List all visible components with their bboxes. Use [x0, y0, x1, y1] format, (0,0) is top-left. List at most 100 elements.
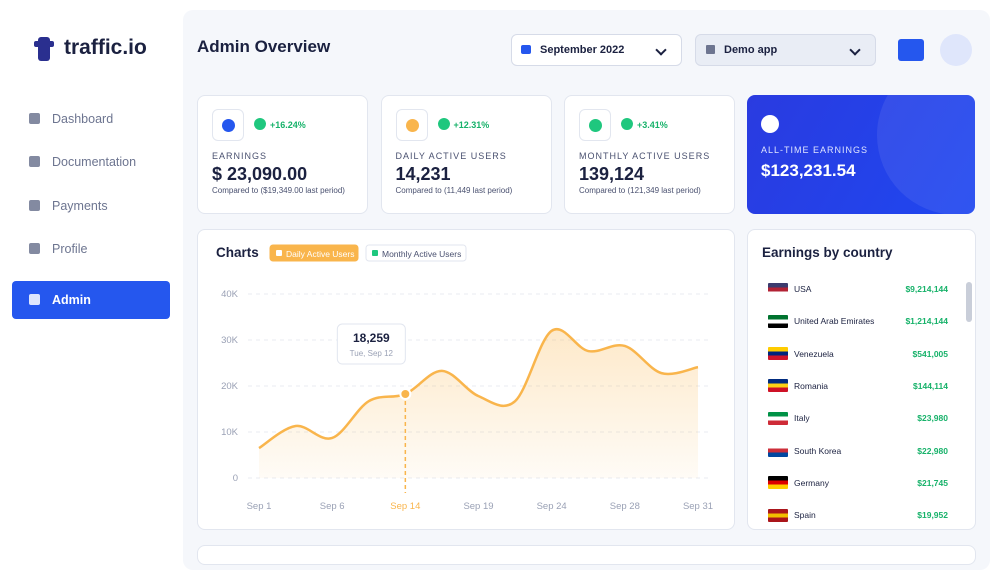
nav-item[interactable]: Documentation [12, 143, 170, 181]
y-tick-label: 40K [221, 289, 239, 300]
stat-change: +16.24% [254, 118, 306, 130]
y-tick-label: 20K [221, 381, 239, 392]
stat-card: +3.41% MONTHLY ACTIVE USERS 139,124 Compare… [564, 95, 735, 214]
area [259, 329, 698, 478]
stat-icon [395, 109, 428, 141]
nav-icon [29, 113, 40, 124]
country-name: Germany [794, 477, 829, 488]
country-row: Germany $21,745 [768, 475, 948, 491]
stat-label: DAILY ACTIVE USERS [395, 151, 507, 161]
x-tick-label: Sep 24 [537, 501, 567, 512]
flag [768, 347, 788, 361]
stat-change: +3.41% [621, 118, 668, 130]
country-name: United Arab Emirates [794, 316, 875, 327]
country-name: South Korea [794, 445, 842, 456]
country-row: South Korea $22,980 [768, 443, 948, 459]
nav-item[interactable]: Admin [12, 281, 170, 319]
stat-value: 14,231 [395, 164, 451, 184]
brand: traffic.io [64, 36, 147, 59]
country-name: Venezuela [794, 348, 834, 359]
alltime-label: ALL-TIME EARNINGS [761, 145, 869, 155]
date-select[interactable]: September 2022 [511, 34, 682, 66]
country-row: United Arab Emirates $1,214,144 [768, 313, 948, 329]
flag [768, 314, 788, 328]
flag [768, 444, 788, 457]
stat-compare: Compared to (121,349 last period) [579, 186, 701, 195]
chart: Charts Daily Active Users Monthly Active U… [216, 244, 713, 512]
country-amount: $144,114 [913, 380, 948, 391]
page: traffic.io Dashboard Documentation Payment… [0, 0, 1000, 550]
country-row: Italy $23,980 [768, 410, 948, 426]
alltime-card: ALL-TIME EARNINGS $123,231.54 [747, 95, 975, 214]
country-name: Romania [794, 380, 829, 391]
logout-button[interactable] [898, 39, 924, 61]
legend-swatch [276, 250, 282, 256]
legend-label: Daily Active Users [286, 249, 355, 259]
country-amount: $19,952 [917, 510, 948, 521]
legend-swatch [372, 250, 378, 256]
nav-item[interactable]: Profile [12, 230, 170, 268]
flag [768, 508, 788, 522]
tooltip-date: Tue, Sep 12 [350, 349, 394, 358]
calendar-icon [521, 45, 531, 54]
country-amount: $1,214,144 [905, 316, 948, 327]
stat-change: +12.31% [437, 118, 489, 130]
icon-shape [589, 119, 602, 132]
flag [768, 411, 788, 425]
flag [768, 379, 788, 393]
bottom-card [197, 545, 976, 565]
country-amount: $21,745 [917, 477, 948, 488]
flag [768, 476, 788, 490]
alltime-value: $123,231.54 [761, 161, 856, 180]
country-card: Earnings by country USA $9,214,144 United … [747, 229, 976, 530]
nav-icon [29, 294, 40, 305]
country-amount: $541,005 [912, 348, 948, 359]
nav-icon [29, 242, 40, 254]
stat-icon [579, 109, 611, 141]
country-row: Romania $144,114 [768, 378, 948, 394]
stat-label: EARNINGS [212, 151, 268, 161]
icon-shape [222, 119, 235, 132]
y-tick-label: 30K [221, 335, 239, 346]
avatar[interactable] [940, 34, 972, 66]
icon-shape [405, 119, 419, 132]
tooltip [336, 323, 406, 365]
y-tick-label: 10K [221, 427, 239, 438]
chart-title: Charts [216, 245, 259, 260]
nav-icon [29, 156, 40, 168]
stat-label: MONTHLY ACTIVE USERS [579, 151, 711, 161]
grid-icon [706, 45, 715, 54]
country-row: Spain $19,952 [768, 507, 948, 523]
x-tick-label: Sep 31 [683, 501, 713, 512]
nav-icon [29, 199, 40, 211]
x-tick-label: Sep 14 [390, 501, 420, 512]
legend-item[interactable] [269, 244, 359, 262]
x-tick-label: Sep 6 [320, 501, 345, 512]
legend-item[interactable] [365, 244, 467, 262]
country-name: USA [794, 284, 812, 294]
line [258, 327, 699, 450]
app-select[interactable]: Demo app [695, 34, 876, 66]
country-title: Earnings by country [762, 245, 893, 260]
country-amount: $23,980 [917, 413, 948, 424]
country-row: Venezuela $541,005 [768, 346, 948, 362]
x-tick-label: Sep 28 [610, 501, 640, 512]
stat-card: +16.24% EARNINGS $ 23,090.00 Compared to ($… [197, 95, 368, 214]
country-name: Spain [794, 510, 816, 521]
country-name: Italy [794, 413, 810, 424]
country-amount: $22,980 [917, 445, 948, 456]
legend-label: Monthly Active Users [382, 249, 461, 259]
country-amount: $9,214,144 [905, 284, 948, 294]
scrollbar[interactable] [966, 282, 972, 322]
logo-icon [34, 33, 54, 63]
page-title: Admin Overview [197, 37, 331, 56]
hover-point [399, 388, 412, 401]
x-tick-label: Sep 19 [463, 501, 493, 512]
nav-item[interactable]: Dashboard [12, 100, 170, 138]
country-row: USA $9,214,144 [768, 281, 948, 297]
stat-value: 139,124 [579, 164, 645, 184]
chart-card: Charts Daily Active Users Monthly Active U… [197, 229, 735, 530]
nav-item[interactable]: Payments [12, 187, 170, 225]
stat-value: $ 23,090.00 [212, 164, 308, 184]
stat-card: +12.31% DAILY ACTIVE USERS 14,231 Compared … [380, 95, 552, 214]
